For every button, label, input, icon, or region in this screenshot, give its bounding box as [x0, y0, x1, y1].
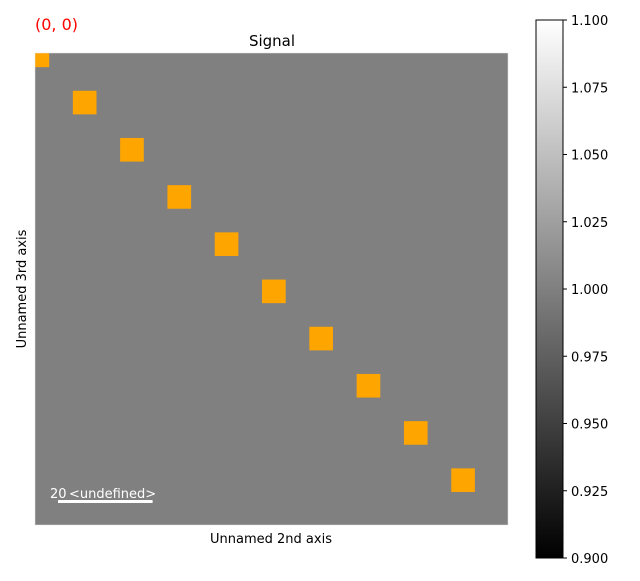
colorbar-tick-label-2: 0.950: [571, 418, 608, 433]
colorbar-tick-label-3: 0.975: [571, 350, 608, 365]
marker-square-9: [451, 468, 475, 492]
colorbar-tick-label-7: 1.075: [571, 81, 608, 96]
colorbar-tick-label-1: 0.925: [571, 485, 608, 500]
colorbar-tick-label-0: 0.900: [571, 552, 608, 567]
scalebar-value: 20: [50, 487, 67, 502]
marker-square-6: [309, 326, 333, 351]
colorbar-gradient: [535, 19, 564, 559]
marker-square-2: [120, 137, 144, 162]
marker-square-4: [214, 232, 239, 256]
x-axis-label: Unnamed 2nd axis: [210, 532, 332, 547]
colorbar-tick-label-4: 1.000: [571, 283, 608, 298]
marker-square-8: [403, 421, 428, 445]
scalebar-units: <undefined>: [69, 487, 156, 502]
image-plot[interactable]: [35, 53, 508, 525]
marker-square-7: [356, 373, 381, 398]
plot-frame: [34, 52, 509, 526]
marker-square-3: [167, 185, 192, 209]
chart-title: Signal: [249, 32, 295, 50]
scalebar-line: [58, 500, 153, 503]
y-axis-label: Unnamed 3rd axis: [15, 229, 30, 348]
scalebar: 20 <undefined>: [50, 487, 156, 503]
colorbar-tick-label-8: 1.100: [571, 14, 608, 29]
marker-square-0: [35, 53, 50, 68]
colorbar-tick-label-5: 1.025: [571, 216, 608, 231]
marker-square-5: [262, 279, 286, 304]
coordinate-label: (0, 0): [35, 15, 78, 34]
colorbar: 0.900 0.925 0.950 0.975 1.000 1.025 1.050 1.075…: [535, 14, 608, 567]
colorbar-tick-label-6: 1.050: [571, 149, 608, 164]
marker-square-1: [72, 90, 97, 115]
